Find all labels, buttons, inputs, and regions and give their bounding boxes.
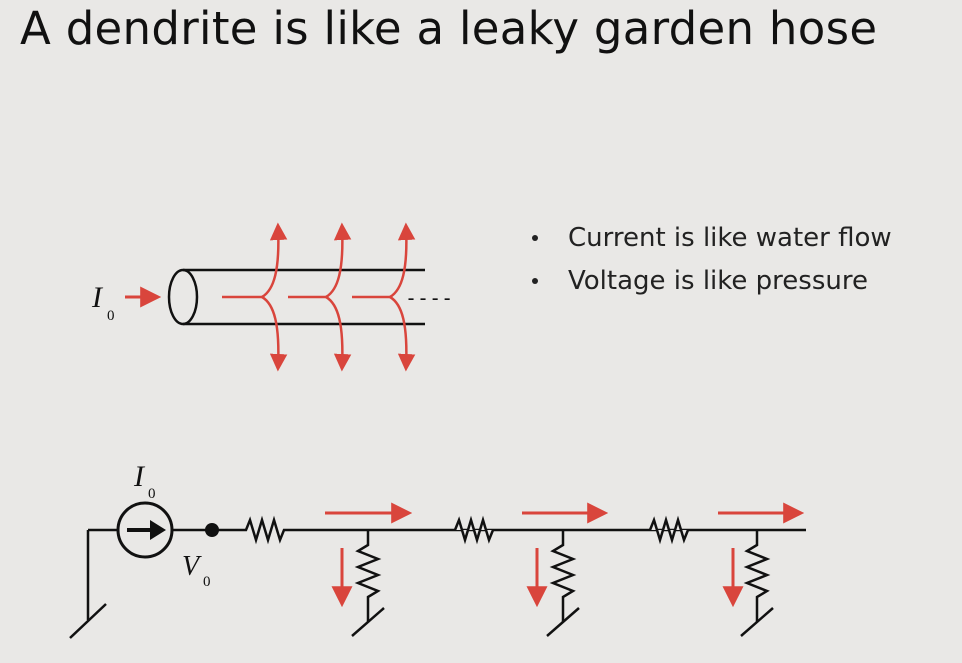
bullet-dot bbox=[532, 278, 538, 284]
shunt-resistor bbox=[743, 530, 771, 622]
leak-down-arrow bbox=[389, 295, 416, 372]
node-label: V bbox=[182, 551, 202, 582]
hose-input-subscript: 0 bbox=[107, 308, 115, 324]
series-resistor bbox=[240, 515, 806, 545]
node-subscript: 0 bbox=[203, 574, 211, 590]
bullet-dot bbox=[532, 235, 538, 241]
bullet-item: Voltage is like pressure bbox=[522, 263, 892, 306]
cable-circuit: I 0 V 0 bbox=[69, 460, 806, 639]
series-resistor bbox=[648, 515, 690, 545]
hose-input-label: I bbox=[91, 281, 104, 314]
hose-continuation: ---- bbox=[405, 286, 453, 310]
ground-symbol bbox=[69, 603, 107, 639]
bullet-list: Current is like water flow Voltage is li… bbox=[522, 220, 892, 306]
leak-down-arrow bbox=[325, 295, 352, 372]
leak-up-arrow bbox=[261, 222, 288, 299]
source-label: I bbox=[133, 460, 146, 493]
shunt-resistor bbox=[354, 530, 382, 622]
ground-symbol bbox=[546, 607, 580, 637]
shunt-resistor bbox=[549, 530, 577, 622]
shunt-branch bbox=[331, 530, 385, 637]
shunt-branch bbox=[526, 530, 580, 637]
node-v0 bbox=[205, 523, 219, 537]
leak-down-arrow bbox=[261, 295, 288, 372]
leak-up-arrow bbox=[325, 222, 352, 299]
source-arrow-head bbox=[150, 520, 166, 540]
current-source bbox=[116, 501, 174, 559]
series-resistor bbox=[453, 515, 495, 545]
leak-branch bbox=[288, 222, 352, 372]
shunt-branch bbox=[722, 530, 774, 637]
leak-up-arrow bbox=[389, 222, 416, 299]
bullet-text: Voltage is like pressure bbox=[568, 266, 868, 296]
ground-symbol bbox=[351, 607, 385, 637]
hose-diagram: I 0 ---- bbox=[91, 222, 453, 372]
bullet-text: Current is like water flow bbox=[568, 223, 892, 253]
source-subscript: 0 bbox=[148, 486, 156, 502]
hose-opening bbox=[167, 268, 199, 326]
slide-title: A dendrite is like a leaky garden hose bbox=[20, 2, 878, 55]
leak-branch bbox=[352, 222, 416, 372]
ground-symbol bbox=[740, 607, 774, 637]
bullet-item: Current is like water flow bbox=[522, 220, 892, 263]
leak-branch bbox=[222, 222, 288, 372]
